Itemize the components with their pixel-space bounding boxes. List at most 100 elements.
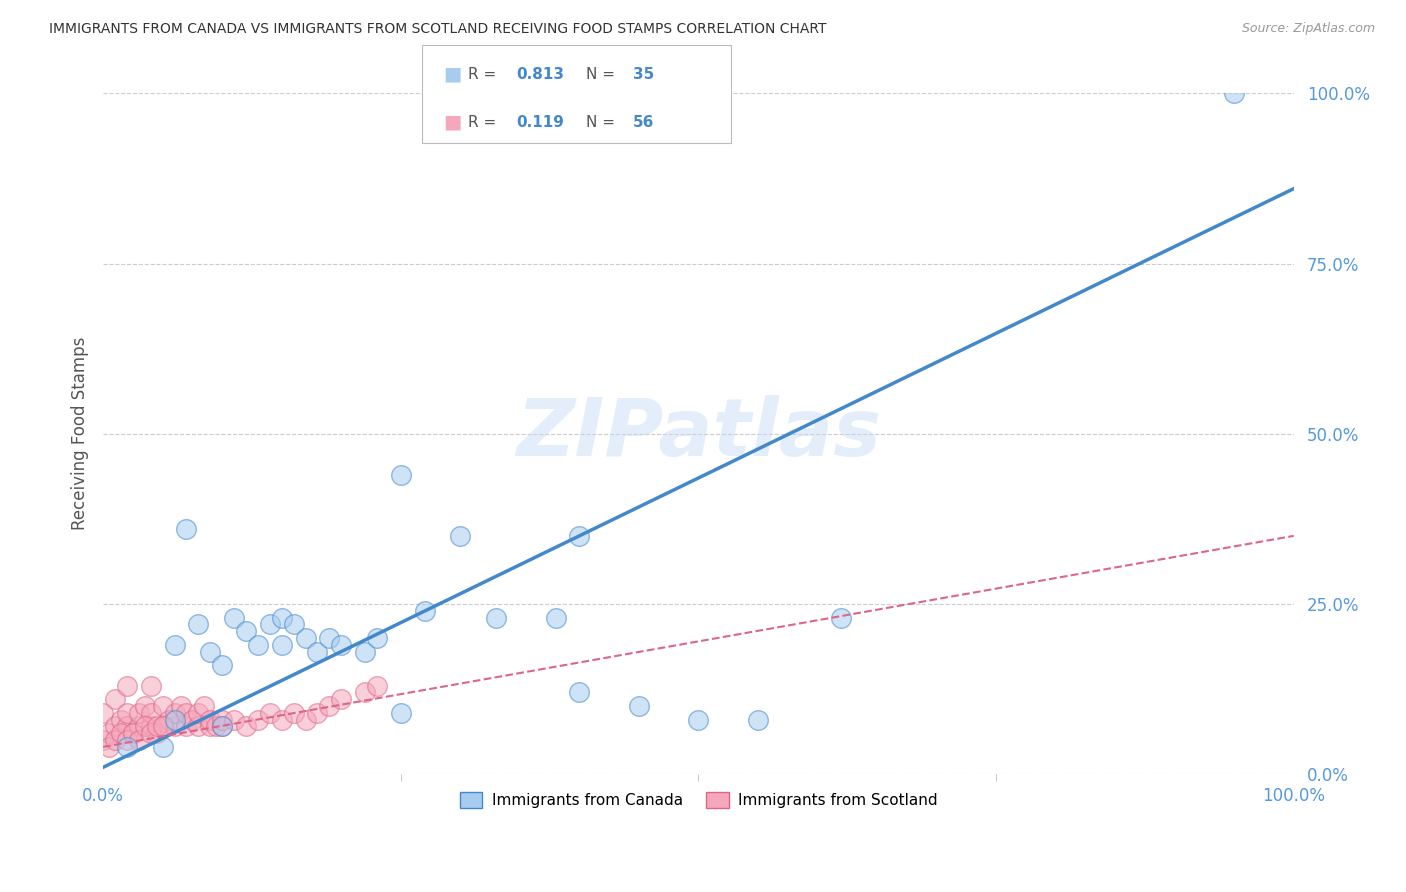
Point [128,719,150,733]
Point [270,610,292,624]
Point [139,726,162,740]
Point [222,713,245,727]
Point [294,713,316,727]
Point [110,726,132,740]
Text: Source: ZipAtlas.com: Source: ZipAtlas.com [1241,22,1375,36]
Point [176,719,198,733]
Point [485,610,508,624]
Point [389,706,412,720]
Point [283,706,305,720]
Point [91,733,114,747]
Point [122,726,145,740]
Text: ZIPatlas: ZIPatlas [516,395,882,473]
Text: 0.119: 0.119 [516,115,564,129]
Point [110,713,132,727]
Point [134,699,156,714]
Point [176,706,198,720]
Point [122,726,145,740]
Text: N =: N = [586,67,620,81]
Point [211,719,233,733]
Point [330,638,353,652]
Text: R =: R = [468,115,502,129]
Point [152,719,174,733]
Point [259,617,281,632]
Text: 35: 35 [633,67,654,81]
Point [181,713,204,727]
Point [830,610,852,624]
Point [211,658,233,673]
Point [163,706,186,720]
Point [152,739,174,754]
Point [152,699,174,714]
Point [145,719,167,733]
Point [413,604,436,618]
Point [283,617,305,632]
Point [246,638,269,652]
Point [222,610,245,624]
Point [152,719,174,733]
Point [115,739,138,754]
Point [259,706,281,720]
Point [205,719,228,733]
Point [187,617,209,632]
Point [163,719,186,733]
Text: N =: N = [586,115,620,129]
Point [211,713,233,727]
Text: R =: R = [468,67,502,81]
Point [568,685,591,699]
Point [200,644,222,658]
Point [115,706,138,720]
Point [307,706,329,720]
Point [187,719,209,733]
Point [91,706,114,720]
Point [235,719,257,733]
Point [115,733,138,747]
Point [270,638,292,652]
Y-axis label: Receiving Food Stamps: Receiving Food Stamps [72,337,89,531]
Point [318,631,340,645]
Point [104,719,127,733]
Point [104,692,127,706]
Point [139,706,162,720]
Point [688,713,710,727]
Point [235,624,257,639]
Point [176,522,198,536]
Point [318,699,340,714]
Point [187,706,209,720]
Point [330,692,353,706]
Point [294,631,316,645]
Point [366,679,388,693]
Point [145,726,167,740]
Point [193,699,215,714]
Point [389,467,412,482]
Point [139,679,162,693]
Point [200,719,222,733]
Point [307,644,329,658]
Point [354,685,377,699]
Text: 56: 56 [633,115,654,129]
Point [134,719,156,733]
Point [246,713,269,727]
Point [366,631,388,645]
Text: 0.813: 0.813 [516,67,564,81]
Text: ■: ■ [443,64,461,84]
Point [568,529,591,543]
Text: IMMIGRANTS FROM CANADA VS IMMIGRANTS FROM SCOTLAND RECEIVING FOOD STAMPS CORRELA: IMMIGRANTS FROM CANADA VS IMMIGRANTS FRO… [49,22,827,37]
Point [139,719,162,733]
Point [128,733,150,747]
Point [747,713,769,727]
Point [104,733,127,747]
Point [354,644,377,658]
Point [270,713,292,727]
Point [163,638,186,652]
Text: ■: ■ [443,112,461,132]
Point [200,713,222,727]
Point [627,699,650,714]
Point [115,679,138,693]
Point [169,699,191,714]
Point [1223,87,1246,101]
Point [449,529,471,543]
Point [544,610,567,624]
Point [98,726,121,740]
Point [211,719,233,733]
